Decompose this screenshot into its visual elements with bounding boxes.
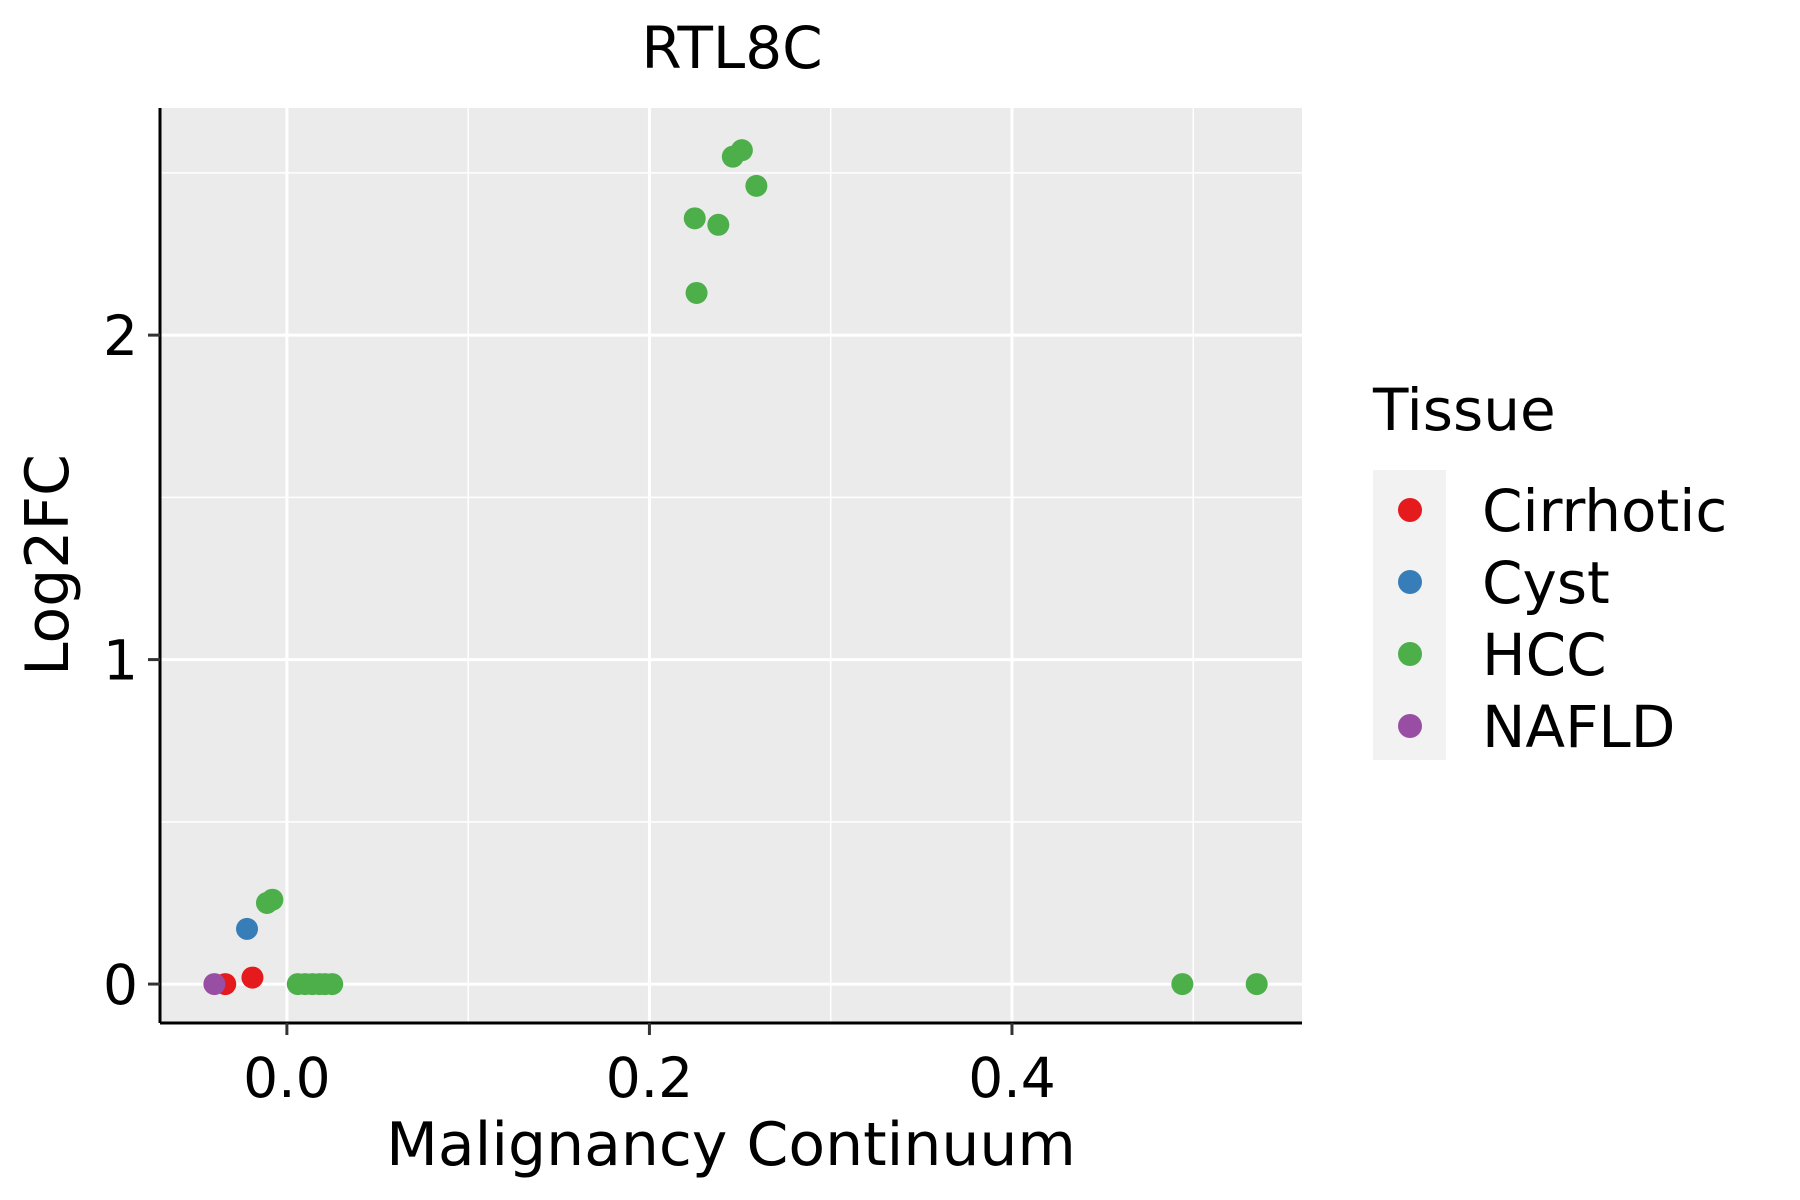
data-point-hcc [1245,973,1268,996]
x-axis-ticks: 0.0 0.2 0.4 [243,1023,1056,1110]
legend-key-hcc [1398,642,1422,666]
legend-label-hcc: HCC [1482,621,1607,689]
major-gridlines [160,108,1302,1023]
data-point-cirrhotic [241,966,264,989]
x-tick-label: 0.0 [243,1046,330,1110]
data-points [203,139,1268,996]
y-tick-label: 0 [103,953,138,1017]
y-tick-label: 1 [103,629,138,693]
data-point-hcc [1171,973,1194,996]
legend-title: Tissue [1372,376,1556,444]
y-axis-ticks: 0 1 2 [103,304,160,1017]
data-point-cyst [236,917,259,940]
minor-gridlines [160,108,1302,1023]
data-point-hcc [707,213,730,236]
legend-label-cirrhotic: Cirrhotic [1482,477,1727,545]
data-point-hcc [683,207,706,230]
legend-key-cirrhotic [1398,498,1422,522]
x-tick-label: 0.2 [606,1046,693,1110]
legend-key-nafld [1398,714,1422,738]
chart-title: RTL8C [641,14,822,82]
x-tick-label: 0.4 [968,1046,1055,1110]
plot-panel [160,108,1302,1023]
data-point-nafld [203,973,226,996]
y-axis-label: Log2FC [13,454,83,676]
data-point-hcc [730,139,753,162]
legend-key-cyst [1398,570,1422,594]
data-point-hcc [685,281,708,304]
x-axis-label: Malignancy Continuum [386,1110,1076,1180]
y-tick-label: 2 [103,304,138,368]
data-point-hcc [745,174,768,197]
data-point-hcc [321,973,344,996]
legend-label-cyst: Cyst [1482,549,1610,617]
data-point-hcc [261,888,284,911]
legend-label-nafld: NAFLD [1482,693,1675,761]
